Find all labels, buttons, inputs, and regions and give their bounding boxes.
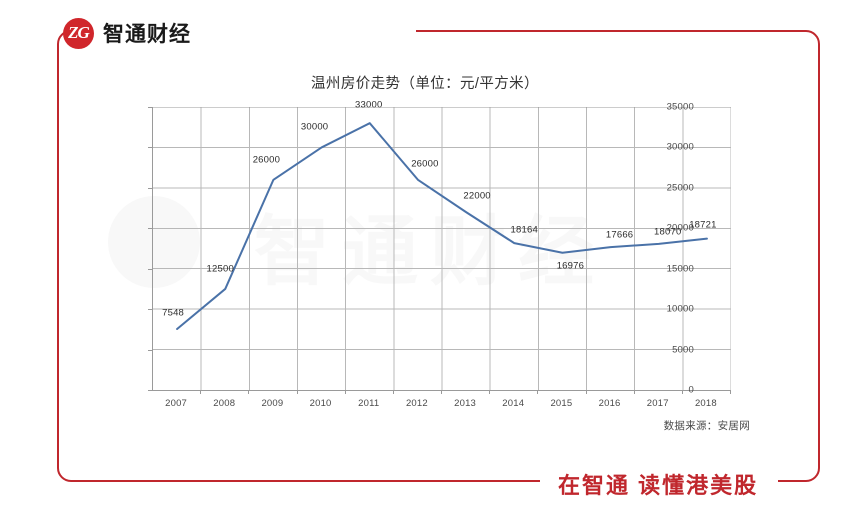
y-axis-tick — [148, 309, 152, 311]
data-point-label: 18721 — [689, 219, 717, 231]
logo-monogram: ZG — [68, 22, 90, 42]
data-point-label: 12500 — [206, 263, 234, 275]
y-axis-tick — [148, 268, 152, 270]
x-axis-label: 2018 — [694, 398, 717, 409]
x-axis-tick — [585, 390, 587, 394]
y-axis-label: 10000 — [666, 303, 694, 315]
chart-plot-area — [152, 107, 731, 391]
x-axis-label: 2016 — [598, 398, 621, 409]
footer-tagline: 在智通 读懂港美股 — [558, 473, 759, 498]
data-point-label: 22000 — [463, 190, 491, 202]
y-axis-tick — [148, 147, 152, 149]
data-point-label: 7548 — [162, 307, 185, 319]
chart-container: 0 5000 10000 15000 20000 25000 30000 35000 2007… — [108, 100, 744, 410]
y-axis-label: 25000 — [666, 182, 694, 194]
x-axis-label: 2013 — [454, 398, 477, 409]
y-axis-label: 5000 — [672, 344, 694, 356]
x-axis-tick — [633, 390, 635, 394]
x-axis-label: 2012 — [405, 398, 428, 409]
y-axis-tick — [148, 228, 152, 230]
y-axis-label: 35000 — [666, 101, 694, 113]
chart-series-line — [176, 122, 708, 330]
data-point-label: 30000 — [300, 121, 329, 133]
x-axis-tick — [537, 390, 539, 394]
y-axis-label: 0 — [688, 384, 694, 396]
x-axis-label: 2009 — [261, 398, 284, 409]
source-note: 数据来源：安居网 — [663, 420, 750, 432]
x-axis-label: 2010 — [309, 398, 332, 409]
y-axis-tick — [148, 349, 152, 351]
data-point-label: 18164 — [510, 224, 538, 236]
y-axis-label: 20000 — [666, 222, 694, 234]
data-point-label: 16976 — [556, 260, 585, 272]
y-axis-tick — [148, 187, 152, 189]
x-axis-tick — [489, 390, 491, 394]
frame-gap-bottom — [540, 472, 778, 494]
x-axis-label: 2011 — [358, 398, 380, 409]
x-axis-tick — [200, 390, 202, 394]
x-axis-tick — [296, 390, 298, 394]
x-axis-tick — [681, 390, 683, 394]
x-axis-tick — [248, 390, 250, 394]
x-axis-label: 2014 — [502, 398, 525, 409]
x-axis-label: 2017 — [646, 398, 669, 409]
x-axis-label: 2015 — [550, 398, 573, 409]
x-axis-tick — [344, 390, 346, 394]
x-axis-tick — [392, 390, 394, 394]
data-point-label: 17666 — [605, 229, 634, 241]
chart-svg — [153, 107, 731, 390]
data-point-label: 26000 — [411, 158, 439, 170]
y-axis-tick — [148, 107, 152, 108]
x-axis-label: 2007 — [165, 398, 188, 409]
x-axis-tick — [441, 390, 442, 394]
chart-title: 温州房价走势（单位：元/平方米） — [311, 76, 539, 92]
data-point-label: 18070 — [654, 226, 682, 238]
x-axis-label: 2008 — [213, 398, 236, 409]
y-axis-tick — [148, 390, 152, 391]
brand-header: ZG 智通财经 — [63, 17, 191, 49]
data-point-label: 33000 — [355, 99, 383, 111]
brand-logo-icon: ZG — [63, 17, 94, 49]
frame-gap-top — [86, 22, 416, 42]
y-axis-label: 30000 — [666, 141, 694, 153]
data-point-label: 26000 — [252, 154, 281, 166]
y-axis-label: 15000 — [666, 263, 694, 275]
brand-name: 智通财经 — [103, 23, 191, 46]
x-axis-tick — [730, 390, 731, 394]
